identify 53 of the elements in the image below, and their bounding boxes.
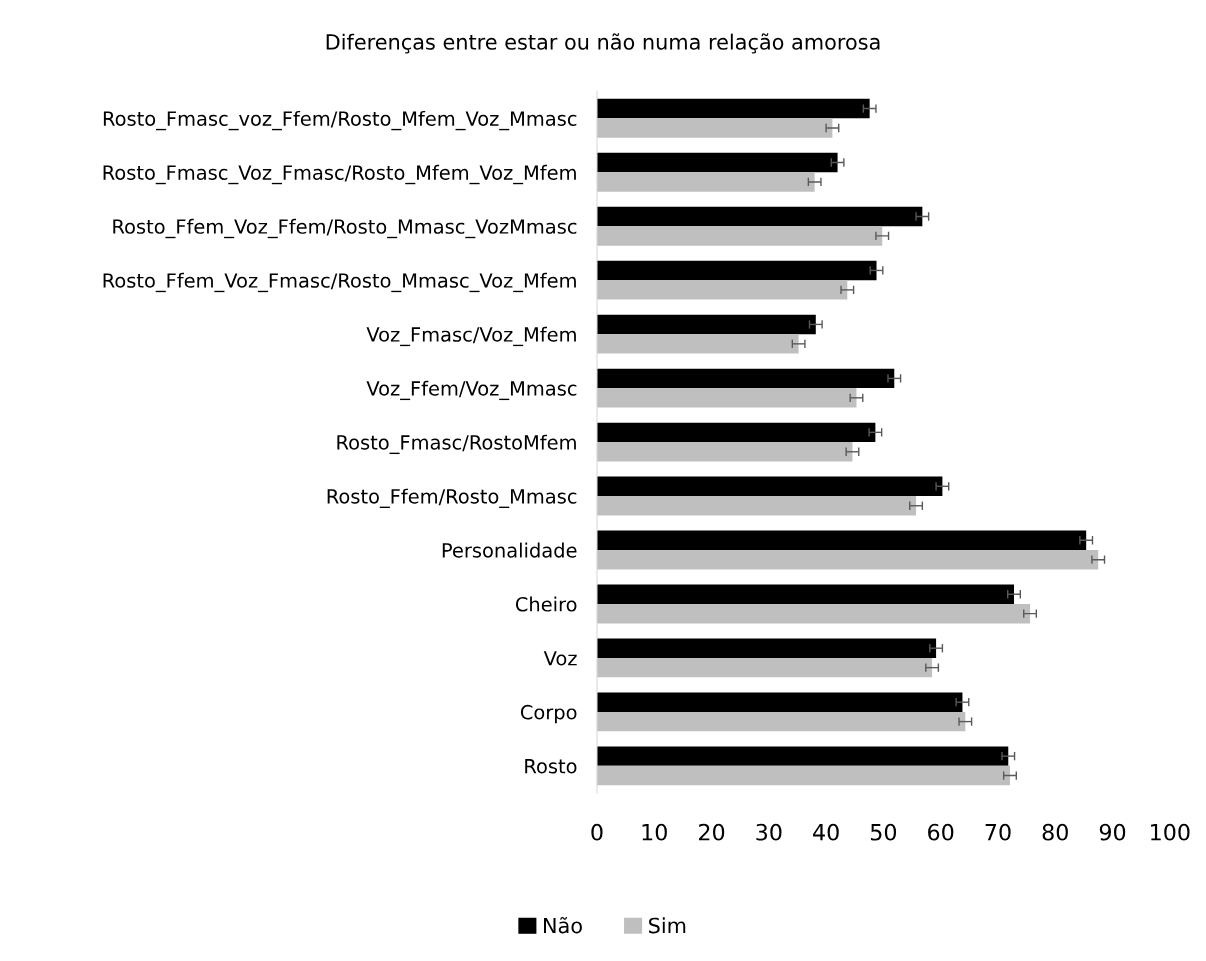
x-tick-label: 60	[928, 823, 954, 841]
bar	[596, 152, 838, 173]
bar	[596, 746, 1009, 766]
x-tick-label: 70	[985, 823, 1011, 841]
bar	[596, 692, 963, 712]
bar	[596, 549, 1099, 570]
bar	[596, 206, 923, 227]
bar	[596, 496, 917, 516]
x-tick-label: 100	[1151, 823, 1190, 841]
y-tick-label: Voz_Ffem/Voz_Mmasc	[366, 380, 577, 401]
x-tick-label: 0	[591, 823, 603, 841]
x-tick-label: 40	[813, 823, 839, 841]
bar	[596, 638, 937, 658]
bar	[596, 98, 870, 119]
y-tick-label: Rosto_Fmasc/RostoMfem	[337, 434, 576, 455]
y-tick-label: Rosto_Ffem_Voz_Ffem/Rosto_Mmasc_VozMmasc	[113, 218, 577, 239]
y-tick-label: Rosto_Ffem_Voz_Fmasc/Rosto_Mmasc_Voz_Mfem	[103, 272, 576, 293]
bar	[596, 172, 815, 192]
bar	[596, 765, 1010, 786]
x-tick-label: 10	[642, 823, 667, 841]
x-tick-label: 80	[1042, 823, 1068, 841]
bar	[596, 711, 966, 732]
y-tick-label: Rosto	[525, 759, 577, 774]
bar	[596, 422, 876, 443]
x-tick-label: 30	[756, 823, 782, 841]
bar	[596, 280, 848, 300]
y-tick-label: Cheiro	[515, 596, 577, 612]
y-tick-label: Rosto_Ffem/Rosto_Mmasc	[327, 488, 577, 508]
bar	[596, 657, 933, 678]
bar	[596, 368, 895, 389]
x-tick-label: 20	[699, 823, 725, 841]
bar	[596, 584, 1014, 604]
bar	[596, 442, 853, 462]
y-tick-label: Voz	[543, 651, 577, 666]
x-tick-label: 90	[1099, 823, 1126, 841]
bar	[596, 530, 1087, 550]
x-tick-label: 50	[870, 823, 897, 841]
y-tick-label: Personalidade	[442, 542, 577, 558]
y-tick-label: Voz_Fmasc/Voz_Mfem	[366, 326, 576, 347]
legend-label: Sim	[649, 917, 686, 934]
y-tick-label: Rosto_Fmasc_voz_Ffem/Rosto_Mfem_Voz_Mmasc	[103, 110, 577, 131]
y-tick-label: Rosto_Fmasc_Voz_Fmasc/Rosto_Mfem_Voz_Mfem	[103, 164, 576, 185]
bar	[596, 476, 943, 497]
y-tick-label: Corpo	[520, 704, 577, 724]
chart-title: Diferenças entre estar ou não numa relação amorosa	[326, 33, 880, 54]
bar	[596, 603, 1031, 624]
bar	[596, 118, 833, 138]
legend-label: Não	[544, 916, 582, 934]
bar	[596, 334, 799, 354]
bar	[596, 314, 816, 335]
bar	[596, 226, 883, 246]
bar	[596, 260, 877, 281]
bar	[596, 388, 857, 408]
